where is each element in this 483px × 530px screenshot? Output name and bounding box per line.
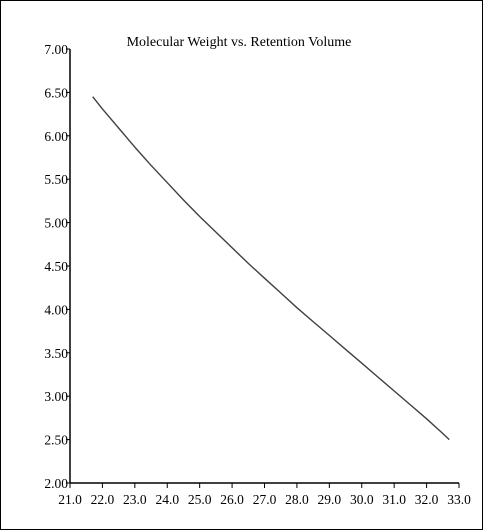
axes [69,49,459,484]
x-tick-label: 32.0 [415,492,439,507]
y-tick-label: 2.50 [44,433,68,448]
y-tick-label: 4.00 [44,302,68,317]
x-tick-label: 33.0 [447,492,471,507]
y-tick-label: 6.00 [44,129,68,144]
y-tick-label: 7.00 [44,42,68,57]
y-tick-label: 5.00 [44,216,68,231]
x-tick-label: 28.0 [285,492,309,507]
y-tick-label: 3.50 [44,346,68,361]
x-tick-label: 24.0 [155,492,179,507]
y-tick-label: 4.50 [44,259,68,274]
plot-area [92,96,450,441]
x-tick-label: 26.0 [220,492,244,507]
x-tick-label: 27.0 [253,492,277,507]
y-tick-label: 6.50 [44,85,68,100]
y-tick-label: 5.50 [44,172,68,187]
chart-title: Molecular Weight vs. Retention Volume [127,35,352,50]
x-tick-label: 23.0 [123,492,147,507]
x-tick-label: 30.0 [350,492,374,507]
y-tick-label: 3.00 [44,389,68,404]
x-tick-label: 31.0 [382,492,406,507]
y-tick-label: 2.00 [44,476,68,491]
x-tick-label: 29.0 [318,492,342,507]
x-tick-label: 22.0 [91,492,115,507]
series-line [92,96,450,441]
x-axis-ticks: 21.0 22.0 23.0 24.0 25.0 26.0 27.0 28.0 29.0 30.0… [58,483,471,507]
y-axis-ticks: 7.00 6.50 6.00 5.50 5.00 4.50 4.00 3.50 3.00 2.50… [44,42,70,491]
x-tick-label: 25.0 [188,492,212,507]
x-tick-label: 21.0 [58,492,82,507]
